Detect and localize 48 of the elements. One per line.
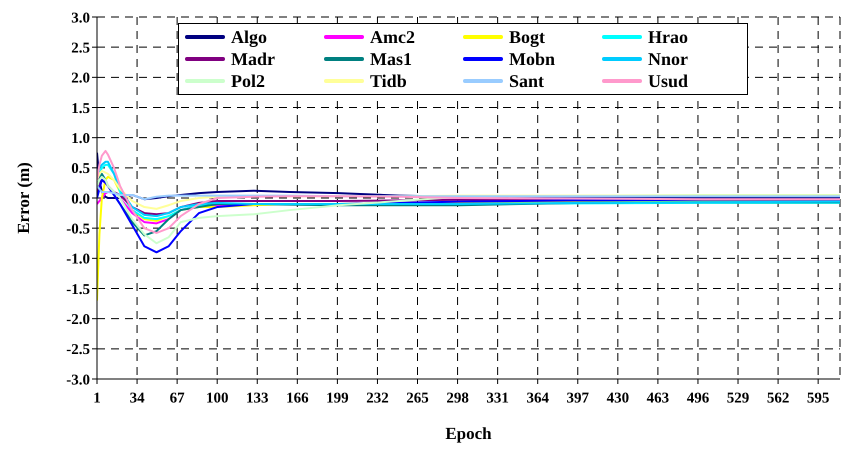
y-tick-label: -2.5 — [66, 342, 90, 358]
line-series — [97, 150, 840, 234]
y-tick-label: -1.5 — [66, 282, 90, 298]
x-tick-label: 34 — [130, 390, 146, 407]
y-tick-label: 2.0 — [71, 70, 90, 87]
x-tick-label: 67 — [170, 390, 186, 407]
x-tick-label: 529 — [726, 390, 750, 407]
y-tick-label: -1.0 — [66, 252, 90, 268]
legend-label: Sant — [509, 70, 544, 92]
x-tick-label: 463 — [646, 390, 670, 407]
x-tick-label: 562 — [766, 390, 790, 407]
x-tick-label: 496 — [686, 390, 710, 407]
y-axis-title: Error (m) — [14, 162, 34, 234]
x-tick-label: 100 — [206, 390, 228, 407]
y-tick-label: 0.0 — [71, 191, 90, 208]
legend-label: Tidb — [370, 70, 407, 92]
x-tick-label: 133 — [246, 390, 269, 407]
legend-label: Mobn — [509, 48, 556, 70]
y-tick-label: -2.0 — [66, 312, 90, 328]
legend-label: Usud — [648, 70, 688, 92]
y-tick-label: 0.5 — [71, 161, 90, 178]
legend-label: Amc2 — [370, 26, 415, 48]
x-tick-label: 232 — [366, 390, 389, 407]
x-tick-label: 298 — [446, 390, 469, 407]
x-tick-label: 331 — [486, 390, 509, 407]
x-tick-label: 166 — [286, 390, 310, 407]
x-tick-label: 1 — [93, 390, 101, 407]
y-tick-label: 1.0 — [71, 130, 90, 147]
x-tick-label: 595 — [806, 390, 830, 407]
x-tick-label: 430 — [606, 390, 630, 407]
legend-label: Algo — [231, 26, 267, 48]
x-tick-label: 397 — [566, 390, 590, 407]
x-tick-label: 364 — [526, 390, 550, 407]
x-axis-title: Epoch — [445, 424, 492, 443]
line-series — [97, 184, 840, 200]
y-tick-label: 2.5 — [71, 40, 90, 56]
y-tick-label: 1.5 — [71, 100, 90, 117]
y-tick-label: -0.5 — [66, 221, 90, 238]
legend-label: Bogt — [509, 26, 545, 48]
y-tick-label: -3.0 — [66, 372, 90, 388]
legend-label: Nnor — [648, 48, 688, 70]
x-tick-label: 265 — [406, 390, 429, 407]
y-tick-label: 3.0 — [71, 10, 90, 26]
legend-label: Pol2 — [231, 70, 265, 92]
x-tick-label: 199 — [326, 390, 349, 407]
legend-label: Mas1 — [370, 48, 412, 70]
legend-label: Madr — [231, 48, 275, 70]
legend-label: Hrao — [648, 26, 688, 48]
